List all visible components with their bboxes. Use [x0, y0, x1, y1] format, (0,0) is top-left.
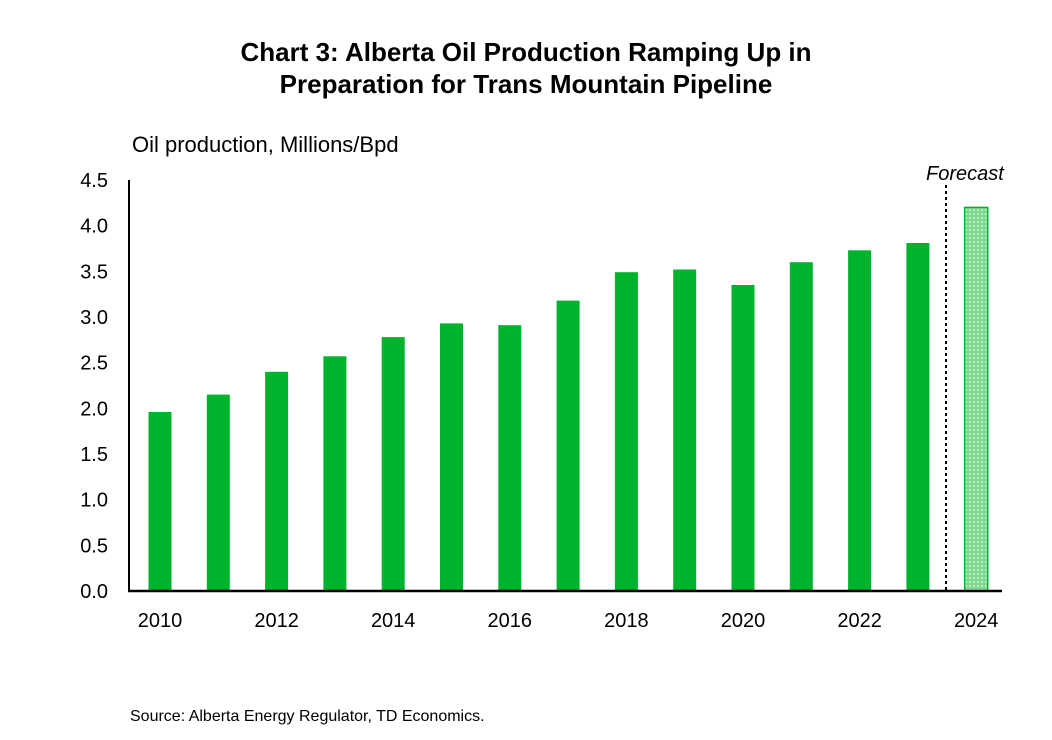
bar-chart: 0.0 0.5 1.0 1.5 2.0 2.5 3.0 3.5 4.0 4.5 2010 2012 2…	[80, 163, 1005, 632]
y-tick-label: 4.0	[80, 216, 108, 238]
y-tick-label: 3.5	[80, 261, 108, 283]
bar-2010	[148, 412, 172, 591]
y-tick-label: 2.5	[80, 353, 108, 375]
x-tick-label: 2024	[954, 610, 999, 632]
y-tick-label: 2.0	[80, 398, 108, 420]
bar-2023	[906, 243, 930, 591]
bar-2015	[440, 323, 463, 591]
x-tick-label: 2014	[371, 610, 416, 632]
y-tick-label: 3.0	[80, 307, 108, 329]
y-tick-label: 0.5	[80, 535, 108, 557]
x-tick-label: 2018	[604, 610, 649, 632]
y-tick-label: 4.5	[80, 170, 108, 192]
bar-2020	[731, 285, 755, 591]
y-axis-label: Oil production, Millions/Bpd	[132, 132, 399, 157]
x-tick-label: 2020	[721, 610, 766, 632]
bar-2019	[673, 269, 697, 591]
bar-2012	[265, 371, 289, 591]
forecast-annotation: Forecast	[926, 163, 1005, 185]
x-tick-label: 2016	[488, 610, 533, 632]
bar-2024	[963, 206, 989, 592]
chart-title: Chart 3: Alberta Oil Production Ramping …	[0, 36, 1052, 100]
bar-2014	[381, 337, 405, 591]
bar-2011	[206, 394, 230, 591]
bar-2022	[848, 250, 872, 592]
chart-title-line-2: Preparation for Trans Mountain Pipeline	[279, 69, 773, 99]
bar-2018	[614, 272, 638, 591]
bar-2021	[789, 262, 813, 591]
source-note: Source: Alberta Energy Regulator, TD Eco…	[130, 708, 485, 725]
x-tick-label: 2012	[254, 610, 299, 632]
bar-2016	[498, 325, 522, 591]
y-tick-label: 1.5	[80, 444, 108, 466]
x-tick-label: 2010	[138, 610, 183, 632]
bar-2017	[556, 300, 580, 591]
y-tick-label: 1.0	[80, 490, 108, 512]
y-tick-label: 0.0	[80, 581, 108, 603]
bar-2013	[323, 356, 347, 591]
x-tick-label: 2022	[837, 610, 882, 632]
chart-title-line-1: Chart 3: Alberta Oil Production Ramping …	[240, 37, 812, 67]
